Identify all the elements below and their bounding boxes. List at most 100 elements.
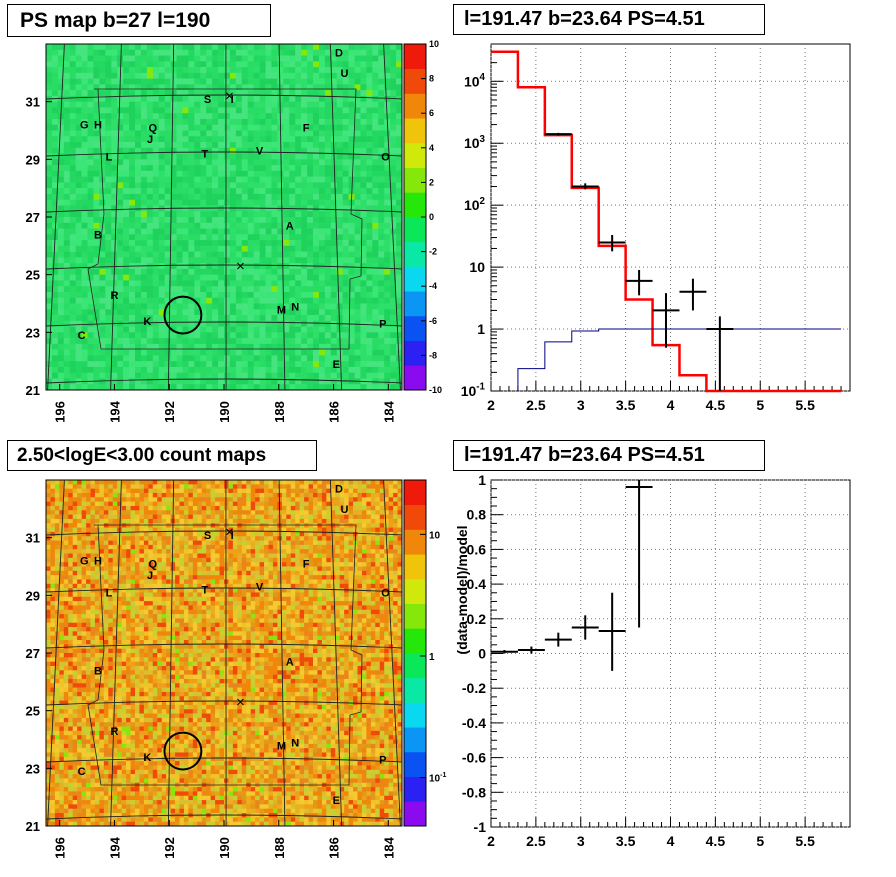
colorbar-tick-label: -4	[429, 281, 437, 291]
map-y-tick-label: 27	[26, 210, 40, 225]
source-label-q: Q	[149, 559, 158, 571]
colorbar-segment	[404, 529, 426, 554]
residual-x-tick-label: 3	[577, 833, 585, 849]
source-label-c: C	[78, 330, 86, 342]
map-y-tick-label: 21	[26, 819, 40, 834]
count-map-title: 2.50<logE<3.00 count maps	[7, 440, 317, 471]
source-label-t: T	[201, 585, 208, 597]
colorbar-segment	[404, 505, 426, 530]
source-label-c: C	[78, 766, 86, 778]
source-label-m: M	[277, 304, 286, 316]
source-label-b: B	[94, 665, 102, 677]
map-x-tick-label: 190	[217, 401, 232, 423]
colorbar-tick-label: 0	[429, 212, 434, 222]
source-label-s: S	[204, 94, 211, 106]
spectrum-x-tick-label: 4	[667, 397, 675, 413]
colorbar-tick-label: -10	[429, 385, 442, 395]
colorbar-segment	[404, 801, 426, 826]
colorbar-segment	[404, 752, 426, 777]
colorbar-segment	[404, 777, 426, 802]
source-label-l: L	[106, 587, 113, 599]
residual-x-tick-label: 4.5	[706, 833, 726, 849]
map-y-tick-label: 31	[26, 531, 40, 546]
colorbar-tick-label: 6	[429, 108, 434, 118]
source-label-v: V	[256, 146, 264, 158]
source-label-d: D	[335, 484, 343, 496]
spectrum-y-tick-label: 104	[464, 72, 486, 89]
source-label-f: F	[303, 559, 310, 571]
residual-y-tick-label: -0.6	[462, 750, 486, 766]
residual-x-tick-label: 5.5	[795, 833, 815, 849]
source-label-f: F	[303, 123, 310, 135]
colorbar-segment	[404, 217, 426, 242]
source-label-h: H	[94, 120, 102, 132]
source-label-b: B	[94, 229, 102, 241]
residual-y-tick-label: -0.2	[462, 680, 486, 696]
map-x-tick-label: 184	[381, 400, 396, 422]
source-label-h: H	[94, 556, 102, 568]
colorbar-segment	[404, 44, 426, 69]
source-label-k: K	[143, 752, 151, 764]
map-x-tick-label: 186	[327, 837, 342, 859]
map-y-tick-label: 21	[26, 383, 40, 398]
colorbar-tick-label: 4	[429, 143, 434, 153]
residual-x-tick-label: 3.5	[616, 833, 636, 849]
colorbar-segment	[404, 316, 426, 341]
spectrum-y-tick-label: 102	[464, 196, 486, 213]
source-label-d: D	[335, 48, 343, 60]
colorbar-tick-label: 10	[429, 39, 439, 49]
colorbar-tick-label: 8	[429, 74, 434, 84]
source-label-l: L	[106, 151, 113, 163]
colorbar-segment	[404, 266, 426, 291]
source-label-m: M	[277, 740, 286, 752]
map-x-tick-label: 190	[217, 837, 232, 859]
colorbar-segment	[404, 579, 426, 604]
source-label-e: E	[333, 359, 340, 371]
map-y-tick-label: 23	[26, 325, 40, 340]
spectrum-x-tick-label: 3.5	[616, 397, 636, 413]
spectrum-x-tick-label: 5	[756, 397, 764, 413]
map-x-tick-label: 188	[272, 401, 287, 423]
map-y-tick-label: 29	[26, 152, 40, 167]
residual-y-axis-label: (data-model)/model	[454, 525, 470, 654]
map-x-tick-label: 194	[107, 400, 122, 422]
source-label-g: G	[80, 556, 89, 568]
colorbar-segment	[404, 604, 426, 629]
source-label-j: J	[147, 134, 153, 146]
colorbar-segment	[404, 168, 426, 193]
map-y-tick-label: 27	[26, 646, 40, 661]
colorbar-tick-label: -6	[429, 316, 437, 326]
spectrum-x-tick-label: 3	[577, 397, 585, 413]
colorbar-segment	[404, 653, 426, 678]
map-x-tick-label: 196	[53, 401, 68, 423]
source-label-g: G	[80, 120, 89, 132]
map-y-tick-label: 23	[26, 761, 40, 776]
map-x-tick-label: 192	[162, 401, 177, 423]
residual-y-tick-label: 0	[478, 646, 486, 662]
source-label-r: R	[110, 290, 118, 302]
source-label-k: K	[143, 316, 151, 328]
colorbar-segment	[404, 727, 426, 752]
spectrum-y-tick-label: 10	[469, 259, 485, 275]
ps-map-title: PS map b=27 l=190	[7, 4, 271, 37]
source-label-t: T	[201, 149, 208, 161]
colorbar-segment	[404, 118, 426, 143]
source-label-u: U	[341, 504, 349, 516]
spectrum-x-tick-label: 2.5	[526, 397, 546, 413]
spectrum-y-tick-label: 10-1	[461, 382, 486, 399]
colorbar-tick-label: 2	[429, 177, 434, 187]
colorbar-segment	[404, 480, 426, 505]
residual-x-tick-label: 5	[756, 833, 764, 849]
colorbar-tick-label: -2	[429, 247, 437, 257]
source-label-p: P	[379, 319, 386, 331]
colorbar-tick-label: -8	[429, 350, 437, 360]
source-label-j: J	[147, 570, 153, 582]
source-label-q: Q	[149, 123, 158, 135]
source-label-s: S	[204, 530, 211, 542]
map-x-tick-label: 184	[381, 836, 396, 858]
